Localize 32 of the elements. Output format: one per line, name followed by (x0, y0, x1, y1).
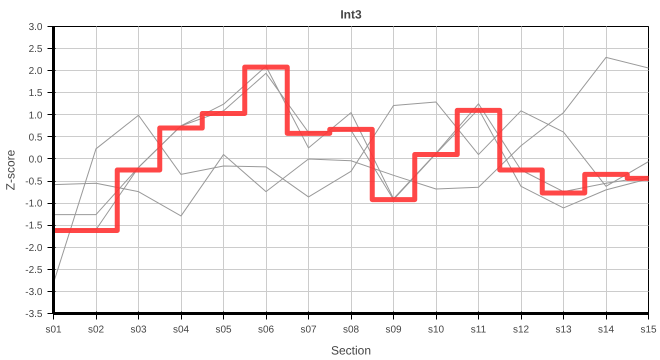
y-axis-title: Z-score (3, 149, 18, 190)
y-tick-label: -2.0 (25, 242, 43, 254)
x-axis-title: Section (330, 344, 372, 358)
x-tick-label: s06 (258, 324, 274, 336)
x-tick-label: s10 (428, 324, 444, 336)
x-tick-label: s03 (130, 324, 147, 336)
x-tick-label: s08 (342, 324, 360, 336)
x-tick-label: s15 (640, 324, 657, 336)
y-tick-label: -3.5 (25, 309, 43, 320)
y-tick-label: -2.5 (25, 264, 43, 276)
y-tick-label: 0.0 (28, 154, 43, 166)
x-tick-label: s13 (555, 324, 572, 336)
y-tick-label: 1.5 (28, 88, 43, 100)
y-tick-label: -0.5 (25, 176, 43, 188)
x-tick-label: s11 (470, 324, 487, 336)
x-tick-label: s04 (172, 324, 190, 336)
x-tick-label: s14 (598, 324, 614, 336)
chart-title: Int3 (340, 8, 362, 22)
y-tick-label: 0.5 (28, 132, 43, 144)
x-tick-label: s07 (300, 324, 317, 336)
x-tick-label: s12 (512, 324, 530, 336)
y-tick-label: -1.0 (25, 198, 43, 210)
y-tick-label: 2.0 (28, 66, 43, 78)
x-tick-label: s09 (385, 324, 402, 336)
x-tick-label: s05 (215, 324, 232, 336)
y-tick-label: 1.0 (28, 110, 43, 122)
y-tick-label: -1.5 (25, 220, 43, 232)
x-tick-label: s01 (45, 324, 62, 336)
y-tick-label: -3.0 (25, 286, 43, 298)
y-tick-label: 2.5 (28, 44, 43, 56)
y-tick-label: 3.0 (28, 22, 43, 33)
x-tick-label: s02 (88, 324, 104, 336)
